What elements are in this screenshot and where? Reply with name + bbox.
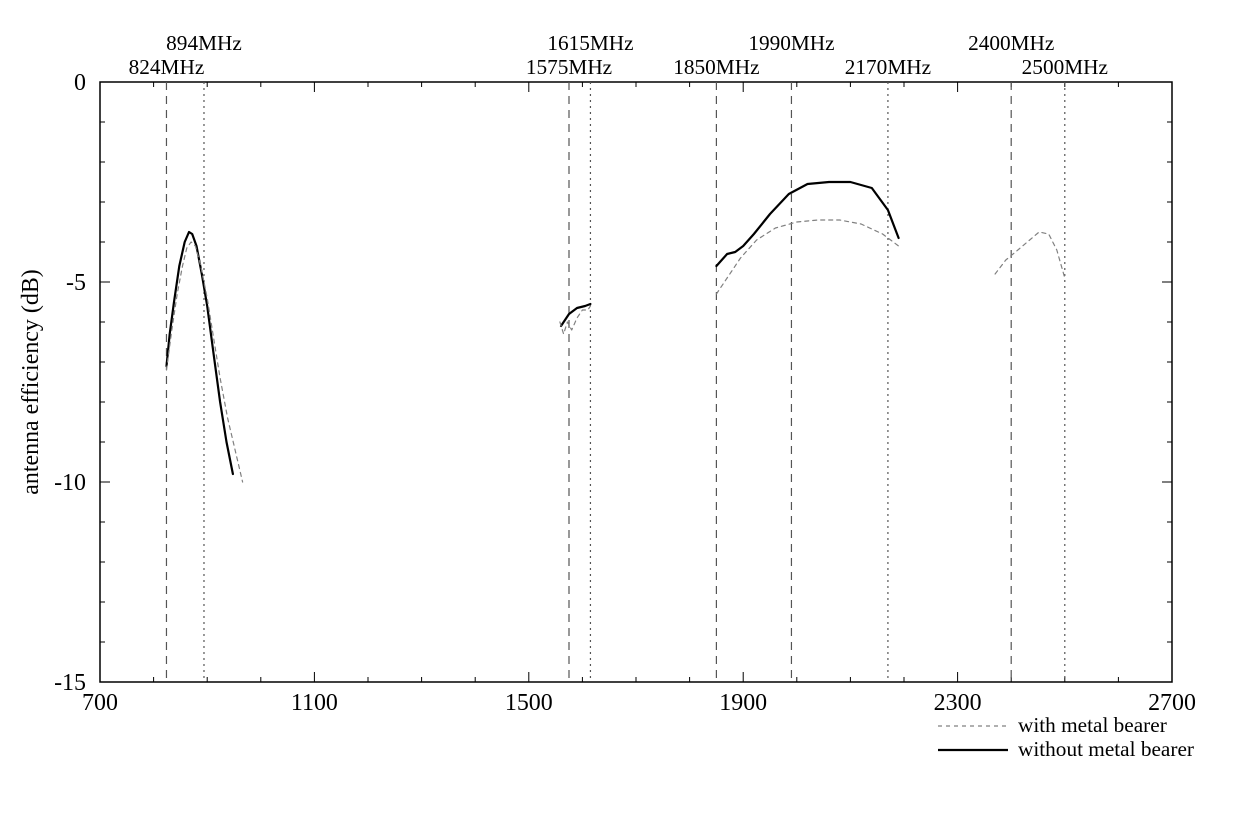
freq-label: 1615MHz: [547, 31, 633, 55]
legend-label: with metal bearer: [1018, 713, 1167, 737]
y-tick-label: 0: [74, 70, 86, 96]
freq-label: 824MHz: [129, 55, 205, 79]
x-tick-label: 2300: [934, 690, 982, 716]
freq-label: 1850MHz: [673, 55, 759, 79]
freq-label: 1990MHz: [748, 31, 834, 55]
y-axis-label: antenna efficiency (dB): [18, 269, 44, 495]
x-tick-label: 700: [82, 690, 118, 716]
legend-label: without metal bearer: [1018, 737, 1194, 761]
y-tick-label: -5: [66, 270, 86, 296]
x-tick-label: 1900: [719, 690, 767, 716]
freq-label: 2170MHz: [845, 55, 931, 79]
chart-svg: 700110015001900230027000-5-10-15antenna …: [0, 0, 1240, 818]
freq-label: 2500MHz: [1022, 55, 1108, 79]
x-tick-label: 1500: [505, 690, 553, 716]
freq-label: 894MHz: [166, 31, 242, 55]
freq-label: 2400MHz: [968, 31, 1054, 55]
y-tick-label: -10: [54, 470, 86, 496]
y-tick-label: -15: [54, 670, 86, 696]
chart-container: 700110015001900230027000-5-10-15antenna …: [0, 0, 1240, 818]
freq-label: 1575MHz: [526, 55, 612, 79]
x-tick-label: 1100: [291, 690, 338, 716]
